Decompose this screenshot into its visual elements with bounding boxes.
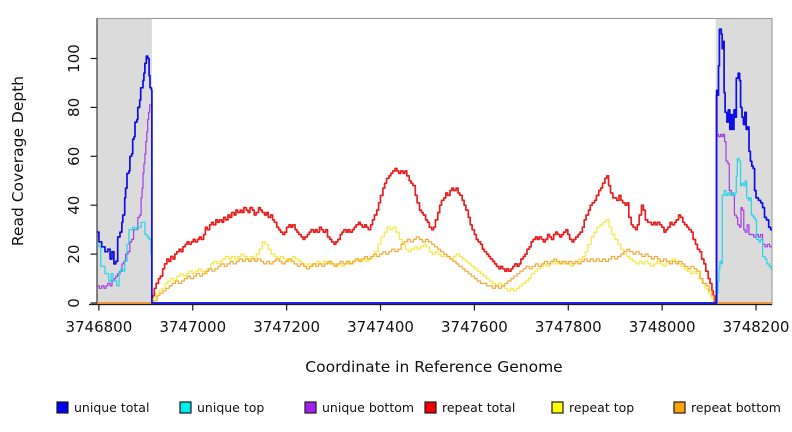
x-tick-label: 3747400 <box>347 318 414 336</box>
legend-label-unique-total: unique total <box>74 400 149 415</box>
series-unique-bottom <box>97 94 772 304</box>
legend-swatch-unique-bottom <box>304 401 317 414</box>
series-unique-top <box>97 158 772 304</box>
x-tick-label: 3747800 <box>535 318 602 336</box>
series-unique-total <box>97 28 772 304</box>
masked-region-left <box>97 19 152 305</box>
legend-label-repeat-bottom: repeat bottom <box>691 400 781 415</box>
x-tick-label: 3748000 <box>629 318 696 336</box>
series-repeat-total <box>97 167 772 304</box>
x-tick-label: 3747000 <box>159 318 226 336</box>
y-tick-label: 100 <box>65 44 83 73</box>
legend-swatch-repeat-top <box>551 401 564 414</box>
legend-swatch-unique-total <box>56 401 69 414</box>
series-repeat-bottom <box>97 236 772 304</box>
legend-swatch-unique-top <box>179 401 192 414</box>
y-axis-title: Read Coverage Depth <box>9 76 27 246</box>
y-tick-label: 0 <box>65 298 83 308</box>
legend-label-repeat-top: repeat top <box>569 400 634 415</box>
y-tick-label: 40 <box>65 196 83 215</box>
x-tick-label: 3747200 <box>253 318 320 336</box>
series-repeat-top <box>97 219 772 304</box>
y-tick-label: 80 <box>65 98 83 117</box>
x-tick-label: 3748200 <box>723 318 790 336</box>
x-tick-label: 3747600 <box>441 318 508 336</box>
legend-label-repeat-total: repeat total <box>442 400 515 415</box>
legend-label-unique-top: unique top <box>197 400 264 415</box>
x-axis-title: Coordinate in Reference Genome <box>305 358 562 376</box>
x-tick-label: 3746800 <box>65 318 132 336</box>
legend-label-unique-bottom: unique bottom <box>322 400 414 415</box>
legend-swatch-repeat-total <box>424 401 437 414</box>
y-tick-label: 20 <box>65 245 83 264</box>
y-tick-label: 60 <box>65 147 83 166</box>
legend-swatch-repeat-bottom <box>673 401 686 414</box>
